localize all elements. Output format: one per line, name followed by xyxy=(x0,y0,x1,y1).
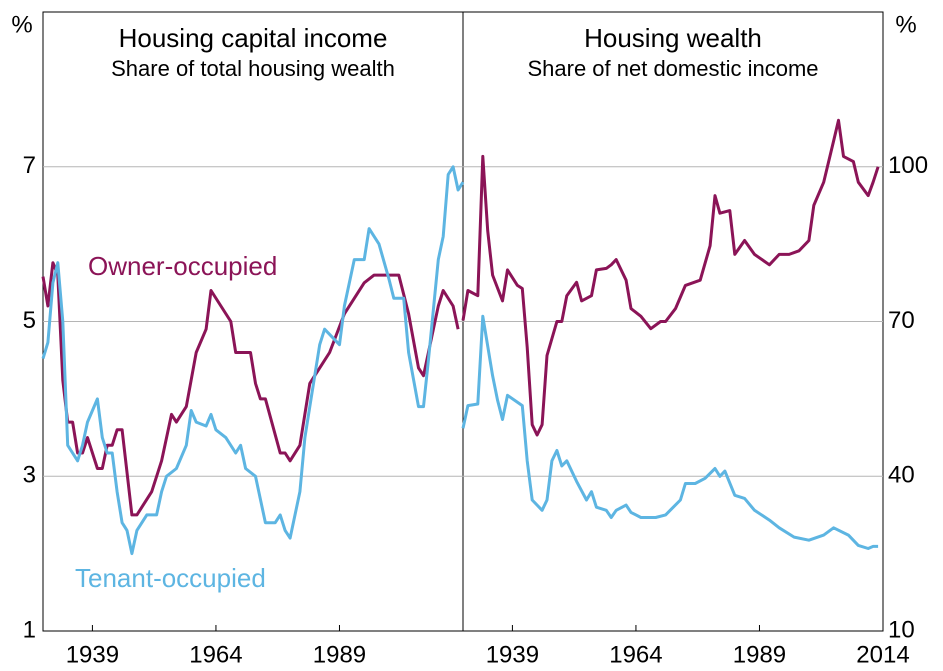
y2-tick-label: 40 xyxy=(888,462,915,489)
panel-title: Housing capital income xyxy=(119,23,388,53)
series-label: Owner-occupied xyxy=(88,251,277,281)
panel-subtitle: Share of net domestic income xyxy=(527,56,818,81)
series-line xyxy=(461,314,879,550)
y-tick-label: 5 xyxy=(23,307,36,334)
y-tick-label: 1 xyxy=(23,616,36,643)
y2-unit: % xyxy=(895,11,916,38)
x-tick-label: 1989 xyxy=(313,641,366,668)
panel-title: Housing wealth xyxy=(584,23,762,53)
panel-subtitle: Share of total housing wealth xyxy=(111,56,395,81)
x-tick-label: 1939 xyxy=(66,641,119,668)
series-line xyxy=(41,261,460,517)
y-tick-label: 7 xyxy=(23,152,36,179)
y-tick-label: 3 xyxy=(23,462,36,489)
y2-tick-label: 10 xyxy=(888,616,915,643)
x-tick-label: 1989 xyxy=(733,641,786,668)
x-tick-label: 1964 xyxy=(189,641,242,668)
series-label: Tenant-occupied xyxy=(75,563,266,593)
x-tick-label: 2014 xyxy=(856,641,909,668)
y-unit: % xyxy=(11,11,32,38)
y2-tick-label: 100 xyxy=(888,152,928,179)
x-tick-label: 1939 xyxy=(486,641,539,668)
y2-tick-label: 70 xyxy=(888,307,915,334)
series-line xyxy=(41,165,465,556)
series-line xyxy=(461,118,880,437)
x-tick-label: 1964 xyxy=(609,641,662,668)
